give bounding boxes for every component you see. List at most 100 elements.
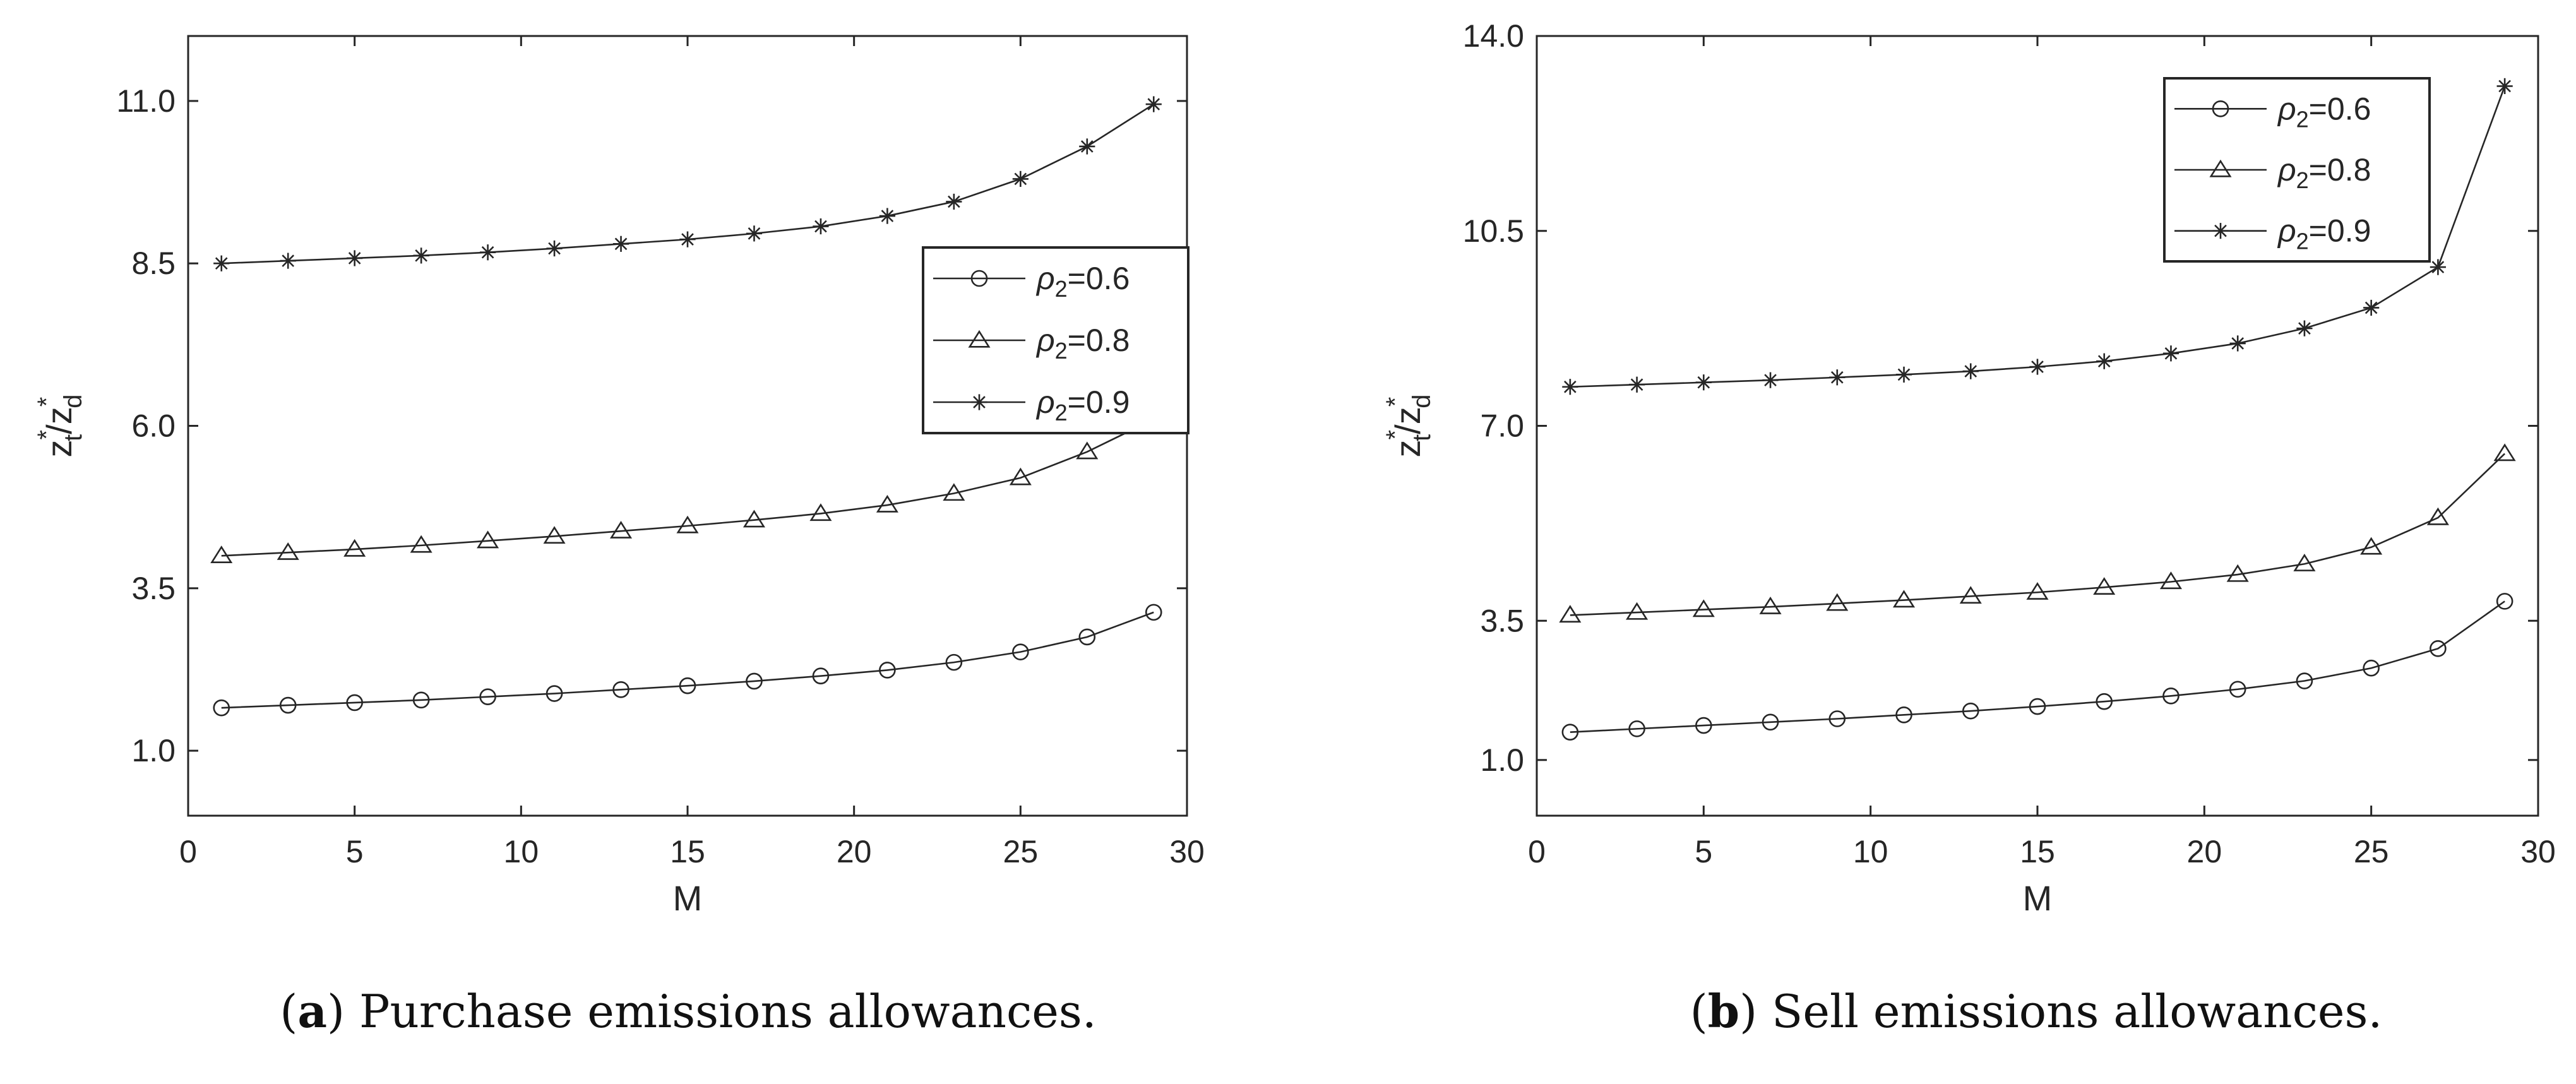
chart-a-series-0-point [812,667,830,685]
chart-a: 0 5 10 15 20 25 30 1.0 3.5 6.0 8.5 11.0 Mz*t/z*d ρ2=0… [33,35,1205,1038]
chart-a-series-2-point [280,253,296,269]
chart-b-series-2-point [2496,78,2513,94]
chart-b-series-1-point [2226,564,2249,582]
chart-b-series-0-point [1762,713,1779,731]
chart-b-series-2-point [2162,345,2179,362]
chart-b-legend-entry: ρ2=0.9 [2277,213,2371,254]
chart-a-legend-entry: ρ2=0.8 [1035,323,1130,364]
chart-a-series-1-point [876,494,898,513]
chart-b-series-2-point [1695,374,1712,391]
chart-a-series-1-point [477,530,499,549]
chart-b: 0 5 10 15 20 25 30 1.0 3.5 7.0 10.5 14.0 Mz*t/z*d ρ2=… [1381,18,2556,1038]
chart-b-series-0-line [1570,600,2505,733]
chart-a-series-2-point [1145,96,1162,112]
chart-a-x-tick-label: 20 [837,834,872,869]
chart-b-series-0-point [2496,593,2513,610]
chart-a-series-2-point [213,255,230,271]
chart-a-legend-marker [970,270,988,287]
chart-b-series-1-point [1826,593,1849,611]
chart-b-series-2-point [2229,335,2246,352]
chart-b-series-1-point [2026,582,2049,600]
chart-b-series-1-point [1759,596,1782,614]
chart-b-series-0-point [1895,706,1912,724]
chart-b-series-0-point [2363,659,2380,677]
chart-b-x-tick-label: 25 [2354,834,2389,869]
chart-a-series-0-point [1012,643,1029,660]
chart-b-series-2 [1562,78,2513,395]
chart-b-series-0-point [1628,720,1645,737]
chart-a-legend-entry: ρ2=0.6 [1035,261,1130,302]
chart-a-y-tick-label: 6.0 [131,408,176,444]
chart-b-series-2-point [1895,366,1912,383]
chart-a-series-0-point [746,672,763,690]
chart-a-x-tick-label: 25 [1003,834,1039,869]
chart-a-series-0 [213,604,1162,717]
chart-a-series-2 [213,96,1162,271]
chart-b-x-tick-label: 10 [1853,834,1888,869]
chart-a-legend-marker [971,394,987,410]
chart-b-series-0-point [2430,640,2447,657]
chart-b-series-1-point [2426,507,2449,525]
chart-a-caption: (a) Purchase emissions allowances. [280,984,1096,1038]
chart-a-series-0-point [1145,604,1162,621]
chart-b-series-0-point [1828,710,1846,727]
chart-a-series-1-point [943,483,965,501]
chart-a-series-0-point [346,694,363,712]
chart-a-series-2-point [1079,138,1095,155]
chart-b-series-1-point [2493,443,2516,462]
chart-b-series-1-line [1570,453,2506,616]
chart-a-series-0-point [412,691,430,709]
chart-b-y-tick-label: 1.0 [1480,742,1524,778]
chart-a-series-0-point [213,699,230,717]
chart-a-y-tick-label: 8.5 [131,246,176,281]
chart-b-y-tick-label: 7.0 [1480,408,1524,444]
chart-b-x-tick-label: 30 [2520,834,2556,869]
chart-b-y-axis-label: z*t/z*d [1381,394,1436,457]
chart-b-legend-entry: ρ2=0.6 [2277,91,2371,132]
chart-b-caption: (b) Sell emissions allowances. [1690,984,2383,1038]
chart-a-series-1-point [610,520,633,539]
chart-b-legend-marker [2212,223,2229,239]
chart-a-series-0-line [221,611,1154,709]
chart-b-x-tick-label: 20 [2187,834,2222,869]
chart-a-series-0-point [1078,628,1096,646]
chart-b-x-tick-label: 0 [1528,834,1546,869]
chart-b-series-1-point [2093,577,2116,595]
chart-b-series-2-point [2029,359,2046,375]
chart-b-series-1-point [1959,586,1982,604]
chart-b-series-2-point [2096,353,2113,369]
chart-a-series-1 [210,408,1165,563]
chart-a-x-tick-label: 5 [346,834,364,869]
chart-a-legend: ρ2=0.6 ρ2=0.8 ρ2=0.9 [922,246,1190,434]
chart-b-x-axis-label: M [2023,878,2053,918]
chart-b-legend-marker [2209,159,2232,177]
chart-b-series-1-point [1559,605,1582,623]
chart-b-series-2-point [2363,299,2380,316]
chart-a-x-axis-label: M [673,878,703,918]
chart-a-y-tick-label: 11.0 [116,83,176,119]
chart-a-y-tick-label: 1.0 [131,733,176,768]
chart-b-legend-marker [2212,100,2229,117]
chart-b-series-0-point [1695,717,1712,734]
chart-a-series-1-point [277,542,299,560]
chart-b-series-0 [1561,593,2513,741]
chart-a-series-1-point [809,503,832,521]
chart-a-series-2-point [612,235,629,252]
chart-b-series-0-point [2029,698,2046,715]
chart-b-series-0-point [2162,688,2179,705]
chart-b-series-1-point [1893,590,1916,608]
chart-b-series-2-point [1829,369,1846,386]
chart-a-x-tick-label: 30 [1169,834,1205,869]
chart-a-series-1-point [742,509,765,528]
chart-a-series-2-point [413,247,429,264]
chart-b-legend-entry: ρ2=0.8 [2277,152,2371,193]
chart-b-series-2-point [1962,363,1979,379]
chart-a-series-1-point [676,515,699,533]
chart-b-series-2-point [1562,379,1578,395]
chart-a-x-tick-label: 15 [670,834,705,869]
chart-b-y-tick-label: 10.5 [1463,213,1524,249]
chart-b-series-0-point [2096,693,2113,710]
chart-a-x-tick-label: 10 [504,834,539,869]
chart-b-series-0-point [1561,724,1579,741]
chart-b-x-tick-label: 5 [1695,834,1712,869]
